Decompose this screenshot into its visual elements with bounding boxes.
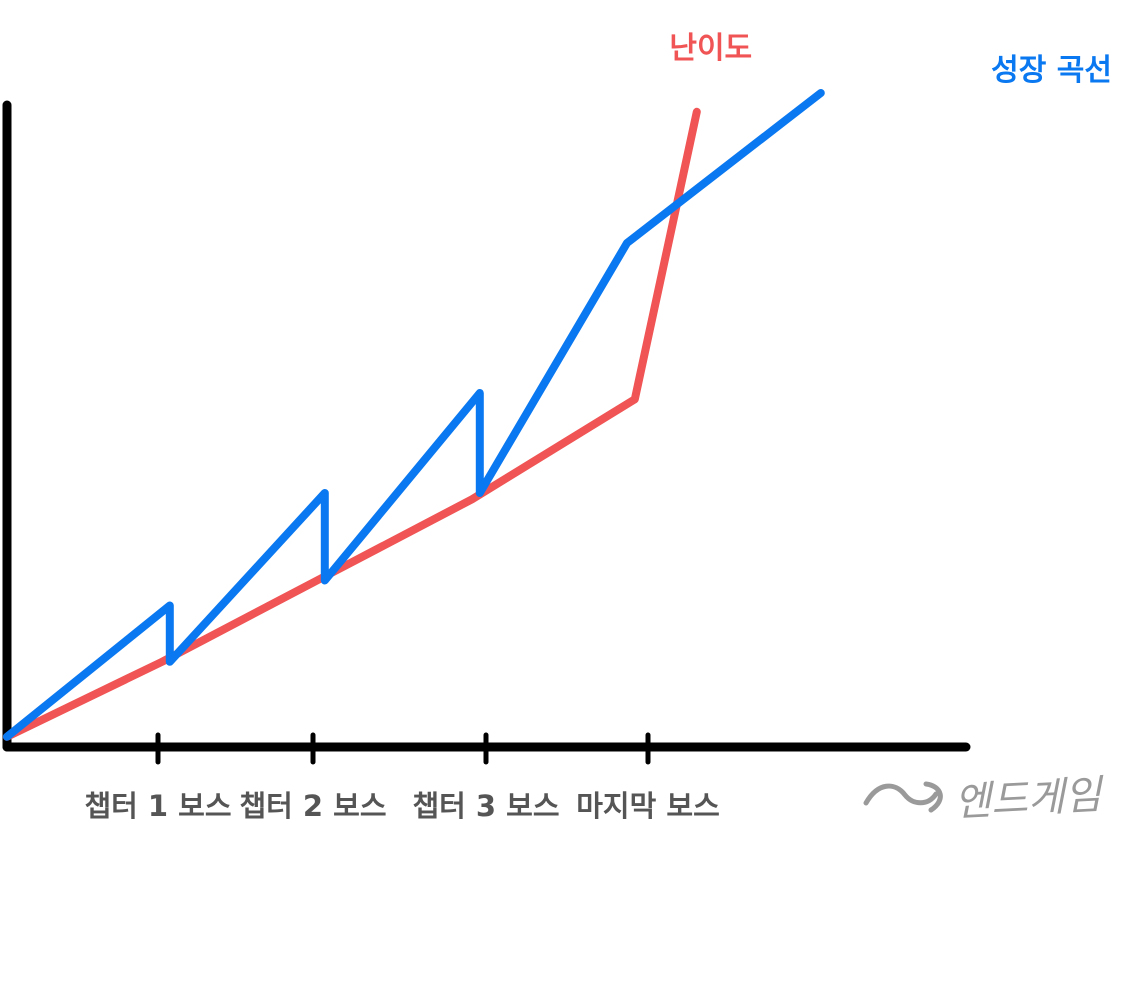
x-ticks: [155, 732, 651, 765]
axes: [2, 100, 971, 752]
squiggle-arrow-icon: [863, 781, 943, 813]
x-tick-label: 마지막 보스: [576, 789, 720, 823]
x-tick-label: 챕터 1 보스: [84, 789, 231, 823]
x-tick-label: 챕터 3 보스: [412, 789, 559, 823]
growth-curve-line: [3, 89, 825, 741]
difficulty-series-label: 난이도: [669, 31, 752, 66]
x-tick-label: 챕터 2 보스: [239, 789, 386, 823]
endgame-annotation: 엔드게임: [863, 772, 1106, 826]
series-lines: [3, 89, 825, 741]
x-tick-labels: 챕터 1 보스 챕터 2 보스 챕터 3 보스 마지막 보스: [84, 789, 719, 823]
growth-series-label: 성장 곡선: [991, 53, 1112, 88]
difficulty-line: [3, 107, 701, 741]
endgame-label: 엔드게임: [953, 772, 1106, 826]
